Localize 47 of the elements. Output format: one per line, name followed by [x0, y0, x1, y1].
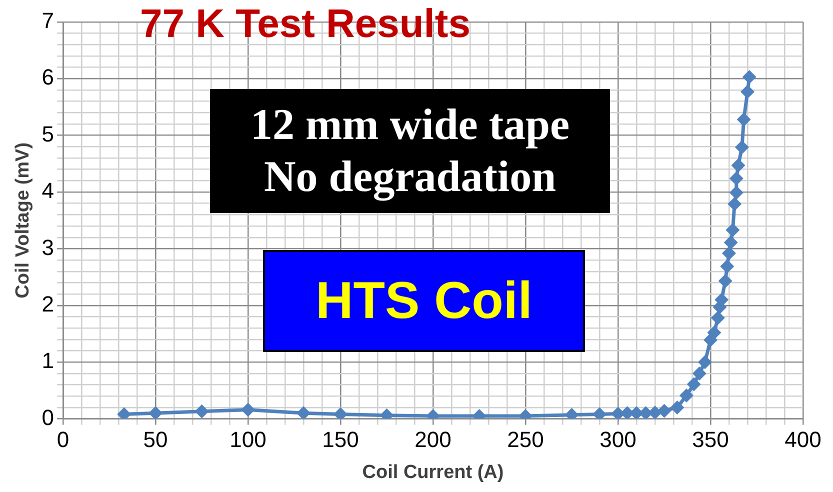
point: [726, 223, 740, 238]
point: [724, 236, 738, 250]
x-tick-label: 150: [322, 427, 359, 452]
chart-title: 77 K Test Results: [140, 2, 470, 47]
point: [698, 355, 712, 370]
x-tick-label: 50: [143, 427, 168, 452]
x-axis-title: Coil Current (A): [362, 462, 504, 483]
annotation: HTS Coil: [263, 250, 585, 352]
y-tick-label: 3: [42, 234, 54, 260]
point: [734, 140, 749, 154]
x-tick-label: 300: [600, 427, 636, 452]
point: [729, 186, 744, 200]
point: [296, 406, 311, 419]
point: [710, 310, 725, 325]
point: [692, 366, 706, 380]
point: [736, 112, 751, 126]
point: [718, 274, 732, 288]
point: [657, 404, 672, 418]
x-tick-label: 100: [230, 427, 266, 452]
point: [742, 70, 756, 84]
point: [740, 84, 755, 99]
x-tick-label: 250: [507, 427, 544, 452]
x-tick-label: 200: [414, 427, 452, 452]
x-tick-label: 400: [784, 427, 822, 452]
point: [670, 400, 684, 414]
y-tick-label: 7: [42, 8, 54, 34]
point: [728, 196, 742, 211]
point: [720, 259, 734, 274]
annotation: 12 mm wide tape No degradation: [210, 89, 610, 213]
point: [729, 171, 744, 186]
point: [686, 377, 701, 392]
y-axis-title: Coil Voltage (mV): [12, 142, 34, 298]
y-tick-label: 2: [42, 291, 54, 316]
y-tick-label: 4: [42, 178, 54, 204]
point: [722, 246, 736, 260]
point: [707, 326, 722, 340]
y-tick-label: 0: [42, 404, 54, 430]
point: [731, 158, 746, 172]
point: [194, 404, 209, 418]
point: [679, 388, 694, 403]
point: [648, 406, 662, 419]
y-tick-label: 5: [42, 121, 54, 146]
y-tick-label: 1: [42, 348, 54, 374]
point: [148, 406, 163, 419]
point: [241, 402, 256, 417]
x-tick-label: 350: [692, 427, 729, 452]
y-tick-label: 6: [42, 64, 54, 90]
